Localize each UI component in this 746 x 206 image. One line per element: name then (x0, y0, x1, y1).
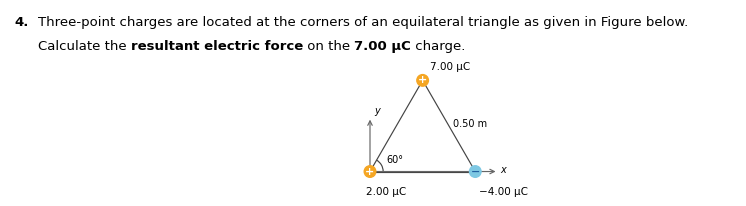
Text: 0.50 m: 0.50 m (453, 119, 487, 129)
Circle shape (469, 166, 481, 177)
Text: 60°: 60° (387, 155, 404, 165)
Circle shape (417, 75, 428, 86)
Text: resultant electric force: resultant electric force (131, 40, 303, 53)
Text: 7.00 μC: 7.00 μC (354, 40, 411, 53)
Circle shape (364, 166, 376, 177)
Text: charge.: charge. (411, 40, 466, 53)
Text: 2.00 μC: 2.00 μC (366, 187, 406, 197)
Text: x: x (501, 165, 507, 176)
Text: Calculate the: Calculate the (38, 40, 131, 53)
Text: +: + (418, 75, 427, 85)
Text: 7.00 μC: 7.00 μC (430, 62, 470, 73)
Text: on the: on the (303, 40, 354, 53)
Text: Three-point charges are located at the corners of an equilateral triangle as giv: Three-point charges are located at the c… (38, 16, 689, 29)
Text: 4.: 4. (14, 16, 28, 29)
Text: −4.00 μC: −4.00 μC (480, 187, 528, 197)
Text: +: + (366, 166, 374, 177)
Text: −: − (471, 166, 480, 177)
Text: y: y (374, 106, 380, 116)
